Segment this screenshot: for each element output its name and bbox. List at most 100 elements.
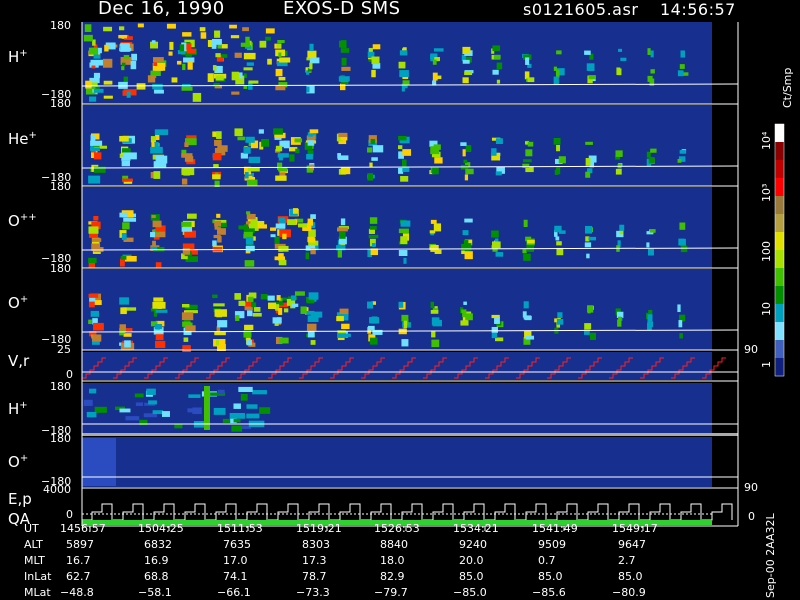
spectrogram-cell xyxy=(679,222,686,230)
spectrogram-cell xyxy=(153,246,165,252)
spectrogram-cell xyxy=(119,408,131,413)
spectrogram-cell xyxy=(398,228,409,234)
ephemeris-cell: 17.0 xyxy=(223,554,248,567)
spectrogram-cell xyxy=(588,75,596,80)
spectrogram-cell xyxy=(553,66,557,71)
spectrogram-cell xyxy=(213,303,225,307)
spectrogram-cell xyxy=(491,326,498,333)
spectrogram-cell xyxy=(432,166,439,175)
ytick-top: 180 xyxy=(50,380,71,393)
spectrogram-cell xyxy=(650,69,655,74)
spectrogram-cell xyxy=(465,313,473,321)
spectrogram-cell xyxy=(432,319,442,327)
spectrogram-cell xyxy=(123,152,137,160)
spectrogram-cell xyxy=(123,217,137,222)
spectrogram-cell xyxy=(278,76,286,81)
spectrogram-cell xyxy=(244,260,255,267)
spectrogram-cell xyxy=(231,71,240,81)
spectrogram-cell xyxy=(620,57,627,61)
spectrogram-cell xyxy=(154,141,159,150)
spectrogram-cell xyxy=(337,250,342,258)
spectrogram-cell xyxy=(306,85,315,94)
spectrogram-cell xyxy=(283,308,289,313)
spectrogram-cell xyxy=(586,63,595,71)
spectrogram-cell xyxy=(337,330,346,336)
spectrogram-cell xyxy=(554,169,559,175)
spectrogram-cell xyxy=(270,227,277,231)
spectrogram-cell xyxy=(102,58,113,68)
spectrogram-cell xyxy=(495,138,503,145)
spectrogram-cell xyxy=(212,65,217,71)
spectrogram-cell xyxy=(246,211,251,215)
spectrogram-cell xyxy=(214,224,221,230)
spectrogram-cell xyxy=(275,310,279,314)
ytick-bottom: −180 xyxy=(41,252,72,265)
spectrogram-cell xyxy=(556,319,564,325)
spectrogram-cell xyxy=(182,63,186,71)
spectrogram-cell xyxy=(615,155,621,160)
spectrogram-cell xyxy=(492,246,498,252)
spectrogram-cell xyxy=(90,310,100,317)
spectrogram-cell xyxy=(155,134,160,141)
spectrogram-cell xyxy=(267,58,272,65)
spectrogram-cell xyxy=(400,236,408,245)
spectrogram-cell xyxy=(245,136,255,143)
spectrogram-cell xyxy=(341,66,351,71)
spectrogram-cell xyxy=(243,166,251,175)
spectrogram-cell xyxy=(336,245,346,251)
spectrogram-cell xyxy=(151,140,155,148)
spectrogram-cell xyxy=(240,42,251,47)
spectrogram-cell xyxy=(150,232,155,238)
spectrogram-cell xyxy=(336,133,344,142)
spectrogram-cell xyxy=(93,322,104,331)
spectrogram-cell xyxy=(274,236,280,245)
spectrogram-cell xyxy=(496,62,503,70)
data-gap xyxy=(712,269,738,350)
spectrogram-cell xyxy=(278,217,285,222)
spectrogram-cell xyxy=(274,321,279,326)
spectrogram-cell xyxy=(522,163,530,168)
spectrogram-cell xyxy=(143,413,158,418)
spectrogram-cell xyxy=(185,310,198,314)
spectrogram-cell xyxy=(556,241,562,246)
spectrogram-cell xyxy=(92,334,102,342)
spectrogram-panel xyxy=(82,187,712,268)
spectrogram-cell xyxy=(337,153,341,159)
spectrogram-cell xyxy=(433,144,441,150)
spectrogram-cell xyxy=(90,144,94,150)
spectrogram-cell xyxy=(339,83,346,91)
spectrogram-cell xyxy=(430,146,440,155)
spectrogram-cell xyxy=(210,392,226,396)
spectrogram-cell xyxy=(682,72,689,76)
spectrogram-cell xyxy=(148,400,157,405)
spectrogram-cell xyxy=(309,43,314,52)
spectrogram-cell xyxy=(281,219,286,225)
spectrogram-cell xyxy=(399,50,408,56)
spectrogram-cell xyxy=(186,213,197,219)
spectrogram-cell xyxy=(155,340,166,348)
spectrogram-cell xyxy=(371,56,380,65)
spectrogram-cell xyxy=(151,40,156,44)
spectrogram-cell xyxy=(248,292,257,299)
spectrogram-cell xyxy=(278,153,283,161)
spectrogram-cell xyxy=(222,418,231,423)
spectrogram-cell xyxy=(523,337,531,345)
spectrogram-cell xyxy=(246,213,256,220)
spectrogram-cell xyxy=(461,54,466,61)
spectrogram-cell xyxy=(221,54,228,58)
spectrogram-cell xyxy=(527,63,532,68)
spectrogram-cell xyxy=(278,167,288,172)
spectrogram-cell xyxy=(462,59,470,64)
spectrogram-cell xyxy=(88,301,95,308)
spectrogram-cell xyxy=(187,61,193,70)
spectrogram-cell xyxy=(495,337,504,342)
spectrogram-cell xyxy=(242,27,249,32)
spectrogram-panel xyxy=(82,22,712,104)
spectrogram-cell xyxy=(120,43,130,52)
spectrogram-cell xyxy=(287,220,297,226)
spectrogram-cell xyxy=(90,140,103,146)
spectrogram-cell xyxy=(279,57,291,63)
colorbar-label-10: 10 xyxy=(760,302,773,316)
spectrogram-cell xyxy=(234,311,245,319)
spectrogram-cell xyxy=(275,68,283,77)
